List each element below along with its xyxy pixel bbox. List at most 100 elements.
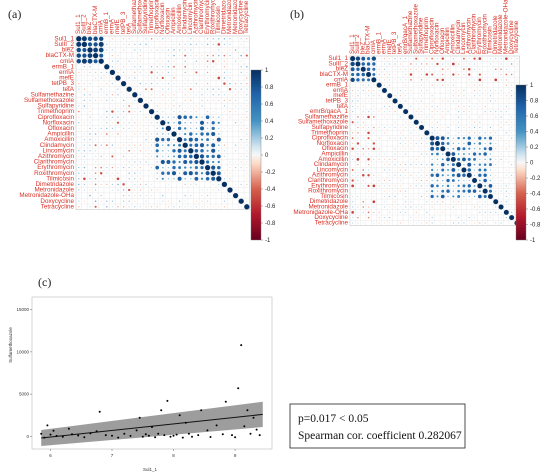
correlation-cell — [201, 116, 203, 118]
correlation-cell — [357, 179, 359, 182]
correlation-cell — [435, 147, 440, 151]
data-point — [52, 429, 55, 432]
correlation-cell — [134, 82, 136, 85]
correlation-cell — [399, 126, 401, 129]
correlation-cell — [177, 126, 182, 131]
correlation-cell — [94, 161, 97, 163]
correlation-cell — [373, 100, 375, 102]
correlation-cell — [100, 82, 102, 85]
correlation-cell — [145, 99, 147, 102]
correlation-cell — [145, 183, 147, 186]
correlation-cell — [155, 149, 159, 153]
correlation-cell — [505, 68, 507, 70]
correlation-cell — [392, 98, 398, 104]
correlation-cell — [399, 169, 401, 171]
correlation-cell — [420, 79, 423, 81]
correlation-cell — [468, 217, 470, 219]
correlation-cell — [362, 211, 364, 213]
correlation-cell — [195, 127, 198, 130]
correlation-cell — [356, 142, 360, 145]
correlation-cell — [468, 73, 471, 76]
correlation-cell — [150, 144, 153, 146]
correlation-cell — [456, 173, 461, 178]
correlation-cell — [399, 68, 401, 70]
correlation-cell — [394, 201, 396, 203]
correlation-cell — [431, 132, 433, 134]
correlation-cell — [378, 211, 380, 213]
correlation-cell — [117, 94, 119, 96]
correlation-cell — [357, 100, 359, 102]
correlation-cell — [463, 179, 465, 182]
column-label: Tetracycline — [243, 0, 250, 34]
correlation-cell — [362, 153, 364, 155]
correlation-cell — [457, 169, 460, 171]
correlation-cell — [473, 195, 476, 198]
correlation-cell — [156, 60, 158, 62]
correlation-cell — [410, 185, 412, 187]
correlation-cell — [132, 92, 138, 98]
correlation-cell — [389, 58, 391, 60]
correlation-cell — [473, 89, 476, 92]
correlation-cell — [128, 155, 130, 158]
correlation-cell — [128, 110, 131, 113]
correlation-cell — [240, 43, 242, 46]
correlation-cell — [139, 60, 142, 62]
correlation-cell — [145, 161, 147, 163]
correlation-cell — [150, 172, 153, 174]
correlation-cell — [240, 105, 242, 107]
correlation-cell — [397, 103, 403, 109]
correlation-cell — [446, 157, 450, 162]
correlation-cell — [122, 206, 125, 208]
correlation-cell — [210, 170, 216, 176]
correlation-cell — [405, 68, 407, 70]
correlation-cell — [452, 100, 454, 102]
correlation-cell — [352, 217, 354, 219]
column-label: Doxycycline — [508, 20, 515, 54]
correlation-cell — [100, 71, 102, 74]
correlation-cell — [100, 77, 102, 79]
correlation-cell — [467, 189, 471, 193]
column-label: Metronidazole — [497, 14, 504, 54]
correlation-cell — [201, 94, 203, 96]
correlation-cell — [145, 133, 147, 135]
correlation-cell — [488, 163, 492, 167]
correlation-cell — [489, 73, 492, 76]
correlation-cell — [183, 149, 187, 153]
correlation-cell — [190, 54, 192, 57]
correlation-cell — [122, 60, 125, 62]
correlation-cell — [383, 58, 386, 60]
correlation-cell — [204, 164, 211, 171]
correlation-cell — [212, 38, 214, 40]
correlation-cell — [156, 105, 158, 107]
correlation-cell — [367, 115, 370, 119]
correlation-cell — [156, 49, 158, 51]
correlation-cell — [431, 57, 434, 60]
correlation-cell — [420, 111, 423, 113]
correlation-cell — [415, 158, 417, 160]
correlation-cell — [452, 201, 454, 203]
correlation-cell — [383, 105, 386, 107]
correlation-cell — [172, 144, 176, 147]
correlation-cell — [500, 158, 502, 160]
data-point — [206, 429, 209, 432]
correlation-cell — [78, 82, 80, 85]
correlation-cell — [234, 144, 237, 146]
correlation-cell — [190, 206, 192, 208]
correlation-cell — [378, 121, 380, 123]
correlation-cell — [173, 60, 175, 62]
correlation-cell — [399, 153, 401, 155]
correlation-cell — [162, 66, 164, 68]
correlation-cell — [122, 155, 125, 158]
correlation-cell — [240, 161, 242, 163]
correlation-cell — [483, 152, 487, 156]
correlation-cell — [389, 158, 391, 160]
correlation-cell — [162, 110, 164, 113]
correlation-cell — [373, 116, 375, 118]
correlation-cell — [447, 168, 450, 171]
correlation-cell — [212, 54, 215, 57]
correlation-cell — [373, 190, 375, 192]
correlation-cell — [463, 100, 465, 102]
correlation-cell — [488, 136, 493, 140]
correlation-cell — [78, 200, 80, 202]
